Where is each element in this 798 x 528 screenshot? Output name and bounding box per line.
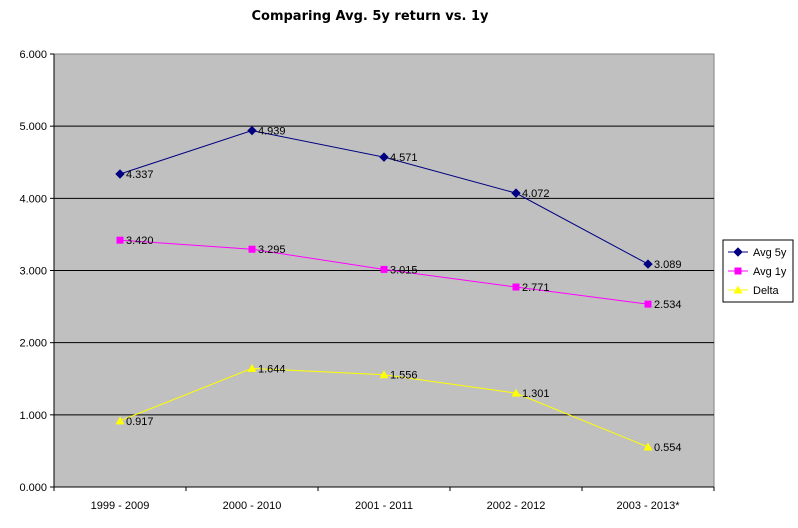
data-label: 1.301 <box>522 388 550 400</box>
data-label: 4.337 <box>126 169 154 181</box>
x-tick-label: 2003 - 2013* <box>617 500 681 512</box>
data-point <box>247 363 257 372</box>
data-label: 0.554 <box>654 442 682 454</box>
x-tick-label: 2001 - 2011 <box>355 500 413 512</box>
data-label: 3.420 <box>126 235 154 247</box>
legend-marker <box>733 247 743 257</box>
data-point <box>643 442 653 451</box>
data-point <box>115 416 125 425</box>
x-tick-label: 1999 - 2009 <box>91 500 150 512</box>
data-point <box>511 188 521 198</box>
plot-area: 0.000 1.000 2.000 3.000 4.000 5.000 6.000 1999 … <box>19 49 715 512</box>
data-label: 3.295 <box>258 244 286 256</box>
data-point <box>512 283 520 291</box>
y-tick-label: 2.000 <box>19 338 47 350</box>
data-label: 3.015 <box>390 264 418 276</box>
data-point <box>379 370 389 379</box>
y-tick-label: 3.000 <box>19 266 47 278</box>
legend-label: Avg 5y <box>753 247 787 259</box>
data-point <box>511 388 521 397</box>
x-tick-label: 2000 - 2010 <box>223 500 282 512</box>
y-tick-label: 5.000 <box>19 121 47 133</box>
data-label: 3.089 <box>654 259 682 271</box>
data-point <box>247 125 257 136</box>
legend: Avg 5y Avg 1y Delta <box>722 239 794 303</box>
legend-marker <box>734 267 742 275</box>
legend-label: Avg 1y <box>753 266 787 278</box>
legend-marker <box>733 285 743 294</box>
chart-title: Comparing Avg. 5y return vs. 1y <box>251 9 489 24</box>
y-tick-label: 6.000 <box>19 49 47 61</box>
data-point <box>643 259 653 269</box>
data-label: 4.939 <box>258 126 286 138</box>
y-tick-label: 1.000 <box>19 410 47 422</box>
data-label: 1.644 <box>258 363 286 375</box>
data-label: 1.556 <box>390 370 418 382</box>
y-tick-label: 4.000 <box>19 193 47 205</box>
data-label: 2.534 <box>654 299 682 311</box>
data-label: 4.072 <box>522 188 550 200</box>
data-point <box>379 152 389 162</box>
data-label: 2.771 <box>522 282 550 294</box>
x-tick-label: 2002 - 2012 <box>487 500 546 512</box>
y-tick-label: 0.000 <box>19 482 47 494</box>
data-point <box>248 245 256 253</box>
data-point <box>115 169 125 179</box>
data-label: 0.917 <box>126 416 154 428</box>
data-label: 4.571 <box>390 152 418 164</box>
data-point <box>116 236 124 244</box>
legend-label: Delta <box>753 285 780 297</box>
data-point <box>644 300 652 308</box>
data-point <box>380 265 388 273</box>
